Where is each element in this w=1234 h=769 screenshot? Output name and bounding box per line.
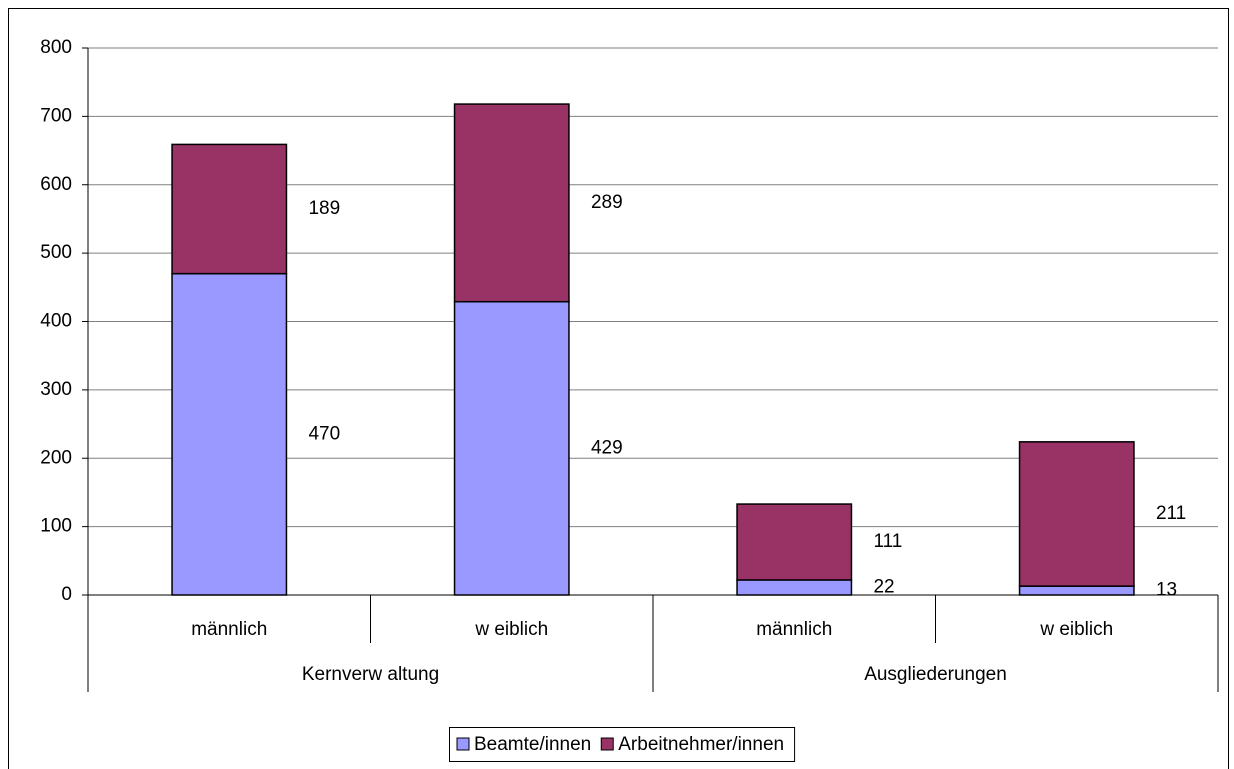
x-tick-label: w eiblich: [474, 619, 548, 640]
bar-segment: [453, 300, 570, 596]
data-label: 289: [591, 192, 623, 213]
x-tick-label: männlich: [756, 619, 832, 640]
data-label: 111: [873, 531, 902, 552]
data-label: 189: [308, 198, 340, 219]
bar-segment: [171, 143, 288, 275]
y-tick-label: 200: [40, 447, 72, 468]
bar-segment: [736, 579, 853, 596]
x-tick-label: w eiblich: [1039, 619, 1113, 640]
legend-label: Beamte/innen: [474, 734, 591, 755]
bar-segment: [453, 103, 570, 303]
data-label: 470: [308, 423, 340, 444]
legend-label: Arbeitnehmer/innen: [618, 734, 784, 755]
y-tick-label: 400: [40, 311, 72, 332]
legend-swatch: [456, 737, 470, 751]
y-tick-label: 300: [40, 379, 72, 400]
bar-segment: [736, 503, 853, 581]
y-tick-label: 100: [40, 516, 72, 537]
bar-segment: [1018, 585, 1135, 596]
y-tick-label: 0: [61, 584, 72, 605]
y-tick-label: 600: [40, 174, 72, 195]
chart-frame: [8, 8, 1229, 769]
bar-segment: [1018, 441, 1135, 587]
data-label: 211: [1156, 503, 1186, 524]
group-label: Kernverw altung: [302, 664, 439, 685]
data-label: 13: [1156, 580, 1177, 601]
data-label: 429: [591, 437, 623, 458]
data-label: 22: [873, 576, 894, 597]
x-tick-label: männlich: [191, 619, 267, 640]
y-tick-label: 700: [40, 105, 72, 126]
bar-segment: [171, 272, 288, 596]
y-tick-label: 500: [40, 242, 72, 263]
y-tick-label: 800: [40, 37, 72, 58]
legend-box: [449, 727, 796, 762]
group-label: Ausgliederungen: [864, 664, 1007, 685]
legend-swatch: [600, 737, 614, 751]
